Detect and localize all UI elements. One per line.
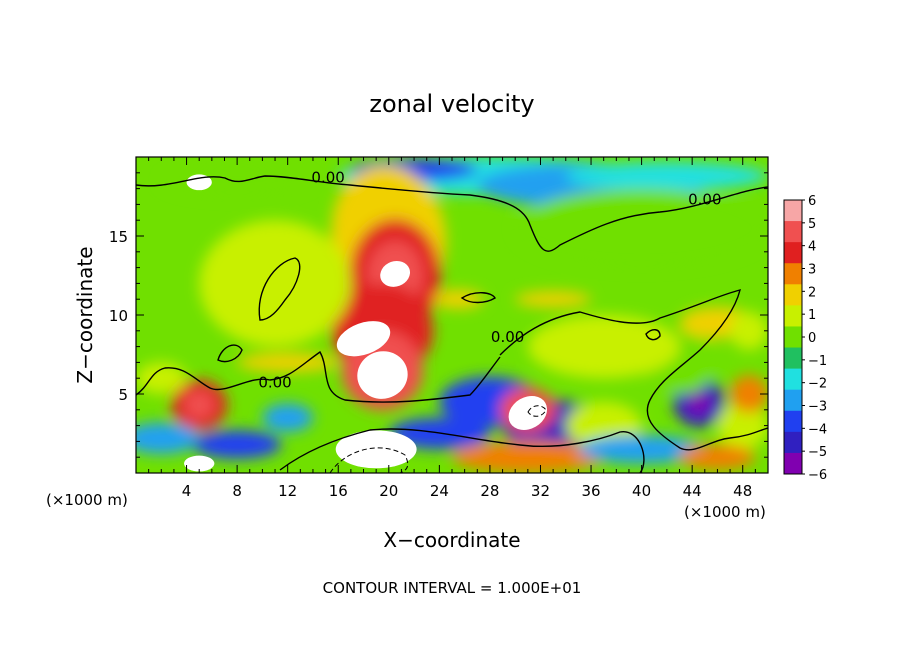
x-tick-label: 44: [683, 482, 702, 500]
colorbar-label: −6: [808, 468, 827, 483]
colorbar-label: 3: [808, 263, 816, 278]
x-tick-label: 32: [531, 482, 550, 500]
field-blob: [136, 422, 200, 455]
saturated-core: [508, 395, 548, 430]
saturated-core: [186, 174, 212, 191]
zero-contour-lower-left: [136, 350, 501, 403]
colorbar-label: 5: [808, 217, 816, 232]
field-blob: [515, 291, 592, 308]
colorbar-label: 0: [808, 331, 816, 346]
y-tick-label: 5: [118, 386, 128, 404]
field-blob: [199, 220, 351, 347]
negative-contour-bottom: [329, 447, 409, 473]
colorbar-swatch: [784, 410, 802, 433]
zero-contour-small-b: [460, 292, 496, 304]
field-blob: [262, 403, 313, 432]
colorbar-swatch: [784, 242, 802, 264]
saturated-core: [335, 430, 417, 469]
contour-interval-footer: CONTOUR INTERVAL = 1.000E+01: [323, 579, 582, 597]
x-tick-label: 40: [632, 482, 651, 500]
colorbar-swatch: [784, 326, 802, 349]
contour-labels: 0.00 0.00 0.00 0.00: [258, 168, 721, 391]
field-blob: [192, 430, 282, 459]
chart-title: zonal velocity: [369, 90, 534, 118]
contour-label: 0.00: [688, 190, 721, 208]
zero-contour-upper: [136, 175, 768, 252]
x-tick-label: 8: [232, 482, 242, 500]
saturated-core: [380, 260, 411, 287]
plot-area: 0.00 0.00 0.00 0.00: [136, 157, 768, 473]
x-tick-label: 36: [581, 482, 600, 500]
colorbar: 6 5 4 3 2 1 0 −1 −2 −3 −4 −5 −6: [783, 194, 827, 483]
colorbar-label: −2: [808, 377, 827, 392]
colorbar-label: 2: [808, 285, 816, 300]
y-axis-label: Z−coordinate: [73, 246, 97, 383]
field-blob: [730, 375, 768, 413]
field-blob: [565, 161, 768, 191]
colorbar-label: −4: [808, 422, 827, 437]
colorbar-label: −1: [808, 354, 827, 369]
zero-contour-small-a: [217, 344, 243, 363]
colorbar-label: 6: [808, 194, 816, 209]
x-tick-label: 4: [182, 482, 192, 500]
x-units-right: (×1000 m): [684, 503, 766, 521]
zero-contour-bottom: [279, 428, 645, 473]
x-tick-label: 48: [733, 482, 752, 500]
x-tick-label: 16: [329, 482, 348, 500]
colorbar-swatch: [784, 305, 802, 327]
x-tick-label: 28: [480, 482, 499, 500]
colorbar-swatch: [784, 452, 802, 475]
colorbar-swatch: [784, 347, 802, 370]
saturated-cores: [184, 174, 548, 472]
colorbar-label: 4: [808, 240, 816, 255]
colorbar-label: −3: [808, 400, 827, 415]
zero-contours: [136, 175, 768, 473]
field-blob: [679, 444, 756, 470]
colorbar-swatch: [784, 221, 802, 243]
zero-contour-right: [499, 289, 768, 451]
contour-label: 0.00: [491, 328, 524, 346]
field-blob: [687, 389, 710, 415]
x-tick-label: 24: [430, 482, 449, 500]
field-blob: [730, 311, 768, 350]
contour-label: 0.00: [311, 168, 344, 186]
colorbar-swatch: [784, 263, 802, 285]
colorbar-swatch: [784, 431, 802, 454]
x-units-left: (×1000 m): [46, 491, 128, 509]
field-blob: [184, 390, 215, 420]
field-blob: [136, 362, 187, 395]
colorbar-swatch: [784, 389, 802, 412]
negative-contours: [329, 405, 547, 473]
y-axis: 5 10 15: [109, 172, 768, 458]
y-tick-label: 15: [109, 228, 128, 246]
x-tick-label: 12: [278, 482, 297, 500]
field-blob: [578, 435, 705, 464]
velocity-field: [136, 157, 768, 473]
colorbar-swatch: [784, 284, 802, 306]
saturated-core: [336, 321, 391, 357]
colorbar-label: −5: [808, 445, 827, 460]
saturated-core: [357, 351, 408, 399]
saturated-core: [184, 455, 215, 472]
x-axis-label: X−coordinate: [383, 528, 520, 552]
colorbar-swatch: [784, 200, 802, 222]
zero-contour-small-c: [645, 329, 661, 341]
y-tick-label: 10: [109, 307, 128, 325]
colorbar-label: 1: [808, 308, 816, 323]
colorbar-swatch: [784, 368, 802, 391]
x-tick-label: 20: [379, 482, 398, 500]
field-blob: [515, 188, 768, 268]
zero-contour-isle: [258, 257, 301, 321]
contour-label: 0.00: [258, 374, 291, 392]
x-axis: 4 8 12 16 20 24 28 32 36 40 44 48: [148, 157, 756, 500]
field-blob: [527, 315, 680, 379]
